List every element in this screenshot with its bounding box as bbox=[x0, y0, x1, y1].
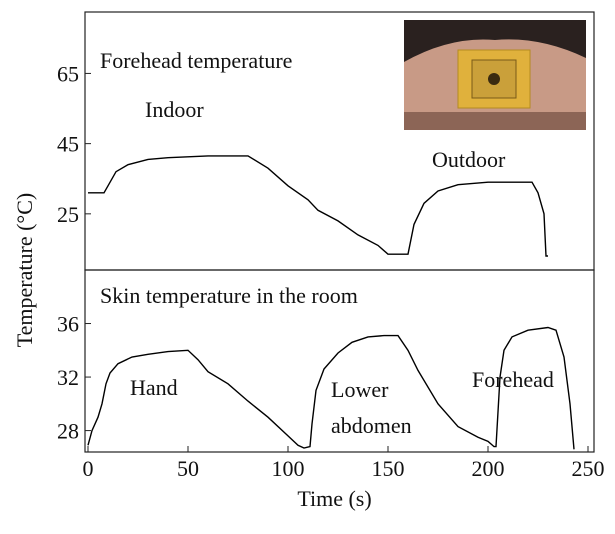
y-tick-label: 36 bbox=[57, 312, 79, 337]
y-tick-label: 65 bbox=[57, 61, 79, 86]
x-tick-label: 200 bbox=[472, 456, 505, 481]
panel-title: Skin temperature in the room bbox=[100, 283, 358, 308]
y-axis-label: Temperature (°C) bbox=[12, 193, 37, 347]
annotation: Hand bbox=[130, 375, 178, 400]
y-tick-label: 28 bbox=[57, 419, 79, 444]
data-line bbox=[88, 155, 548, 257]
x-tick-label: 50 bbox=[177, 456, 199, 481]
annotation: Forehead bbox=[472, 367, 554, 392]
panel-title: Forehead temperature bbox=[100, 48, 292, 73]
annotation: Outdoor bbox=[432, 147, 506, 172]
annotation: Indoor bbox=[145, 97, 204, 122]
data-line bbox=[87, 326, 575, 450]
x-tick-label: 100 bbox=[272, 456, 305, 481]
y-tick-label: 25 bbox=[57, 202, 79, 227]
x-tick-label: 150 bbox=[372, 456, 405, 481]
x-axis-label: Time (s) bbox=[297, 486, 371, 511]
x-tick-label: 250 bbox=[572, 456, 605, 481]
plot-frame bbox=[84, 269, 595, 453]
annotation: Lower abdomen bbox=[331, 377, 412, 438]
y-tick-label: 32 bbox=[57, 365, 79, 390]
x-tick-label: 0 bbox=[83, 456, 94, 481]
y-tick-label: 45 bbox=[57, 132, 79, 157]
photo bbox=[404, 20, 586, 130]
